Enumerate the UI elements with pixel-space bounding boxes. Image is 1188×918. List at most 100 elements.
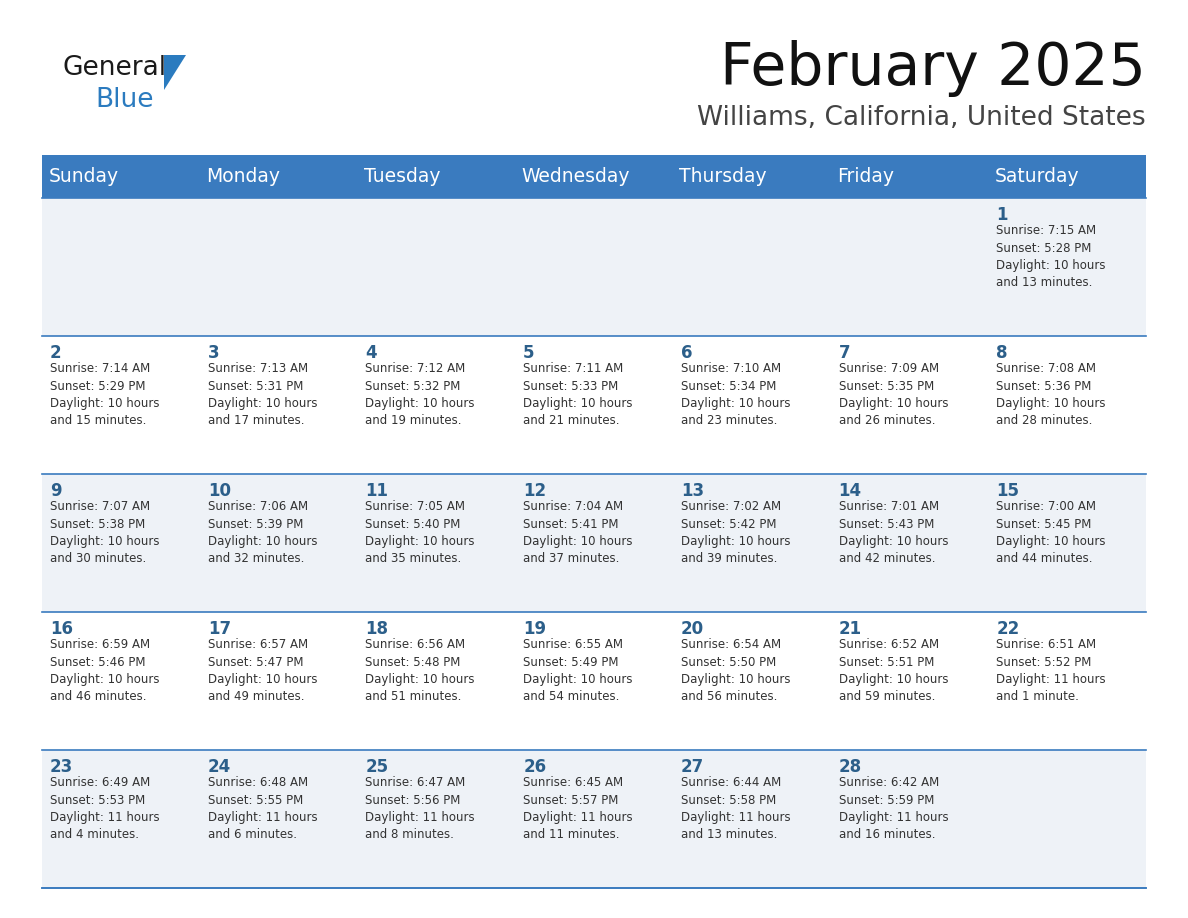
Bar [672, 474, 830, 612]
Text: Sunrise: 7:01 AM
Sunset: 5:43 PM
Daylight: 10 hours
and 42 minutes.: Sunrise: 7:01 AM Sunset: 5:43 PM Dayligh… [839, 500, 948, 565]
Text: 8: 8 [997, 344, 1007, 362]
Text: Sunrise: 6:47 AM
Sunset: 5:56 PM
Daylight: 11 hours
and 8 minutes.: Sunrise: 6:47 AM Sunset: 5:56 PM Dayligh… [366, 776, 475, 842]
Bar [516, 612, 672, 750]
Text: 12: 12 [523, 482, 546, 500]
Bar [42, 750, 200, 888]
Text: 5: 5 [523, 344, 535, 362]
Bar [988, 750, 1146, 888]
Text: 15: 15 [997, 482, 1019, 500]
Bar [830, 474, 988, 612]
Text: General: General [62, 55, 166, 81]
Text: February 2025: February 2025 [720, 40, 1146, 97]
Text: 1: 1 [997, 206, 1007, 224]
Text: Blue: Blue [95, 87, 153, 113]
Text: 7: 7 [839, 344, 851, 362]
Bar [988, 612, 1146, 750]
Bar [830, 336, 988, 474]
Text: 16: 16 [50, 620, 72, 638]
Bar [516, 198, 672, 336]
Text: Sunday: Sunday [49, 167, 119, 186]
Bar [672, 612, 830, 750]
Text: Sunrise: 7:13 AM
Sunset: 5:31 PM
Daylight: 10 hours
and 17 minutes.: Sunrise: 7:13 AM Sunset: 5:31 PM Dayligh… [208, 362, 317, 428]
Text: Sunrise: 7:08 AM
Sunset: 5:36 PM
Daylight: 10 hours
and 28 minutes.: Sunrise: 7:08 AM Sunset: 5:36 PM Dayligh… [997, 362, 1106, 428]
Text: 6: 6 [681, 344, 693, 362]
Text: Sunrise: 6:54 AM
Sunset: 5:50 PM
Daylight: 10 hours
and 56 minutes.: Sunrise: 6:54 AM Sunset: 5:50 PM Dayligh… [681, 638, 790, 703]
Text: Monday: Monday [206, 167, 280, 186]
Text: 20: 20 [681, 620, 704, 638]
Bar [42, 155, 1146, 198]
Bar [516, 336, 672, 474]
Text: 21: 21 [839, 620, 861, 638]
Text: 28: 28 [839, 758, 861, 776]
Text: Sunrise: 7:14 AM
Sunset: 5:29 PM
Daylight: 10 hours
and 15 minutes.: Sunrise: 7:14 AM Sunset: 5:29 PM Dayligh… [50, 362, 159, 428]
Text: 3: 3 [208, 344, 220, 362]
Text: 26: 26 [523, 758, 546, 776]
Text: 10: 10 [208, 482, 230, 500]
Text: Sunrise: 7:00 AM
Sunset: 5:45 PM
Daylight: 10 hours
and 44 minutes.: Sunrise: 7:00 AM Sunset: 5:45 PM Dayligh… [997, 500, 1106, 565]
Text: 23: 23 [50, 758, 74, 776]
Bar [42, 474, 200, 612]
Text: Sunrise: 6:42 AM
Sunset: 5:59 PM
Daylight: 11 hours
and 16 minutes.: Sunrise: 6:42 AM Sunset: 5:59 PM Dayligh… [839, 776, 948, 842]
Bar [200, 198, 358, 336]
Text: Tuesday: Tuesday [364, 167, 441, 186]
Text: Friday: Friday [836, 167, 893, 186]
Text: Williams, California, United States: Williams, California, United States [697, 105, 1146, 131]
Bar [672, 336, 830, 474]
Text: Sunrise: 6:48 AM
Sunset: 5:55 PM
Daylight: 11 hours
and 6 minutes.: Sunrise: 6:48 AM Sunset: 5:55 PM Dayligh… [208, 776, 317, 842]
Bar [200, 474, 358, 612]
Text: 17: 17 [208, 620, 230, 638]
Text: 4: 4 [366, 344, 377, 362]
Text: Sunrise: 7:12 AM
Sunset: 5:32 PM
Daylight: 10 hours
and 19 minutes.: Sunrise: 7:12 AM Sunset: 5:32 PM Dayligh… [366, 362, 475, 428]
Text: 13: 13 [681, 482, 704, 500]
Text: 24: 24 [208, 758, 230, 776]
Bar [200, 612, 358, 750]
Bar [988, 474, 1146, 612]
Text: Sunrise: 7:15 AM
Sunset: 5:28 PM
Daylight: 10 hours
and 13 minutes.: Sunrise: 7:15 AM Sunset: 5:28 PM Dayligh… [997, 224, 1106, 289]
Text: Sunrise: 7:07 AM
Sunset: 5:38 PM
Daylight: 10 hours
and 30 minutes.: Sunrise: 7:07 AM Sunset: 5:38 PM Dayligh… [50, 500, 159, 565]
Bar [516, 474, 672, 612]
Text: 2: 2 [50, 344, 62, 362]
Bar [42, 336, 200, 474]
Text: 9: 9 [50, 482, 62, 500]
Text: Sunrise: 6:52 AM
Sunset: 5:51 PM
Daylight: 10 hours
and 59 minutes.: Sunrise: 6:52 AM Sunset: 5:51 PM Dayligh… [839, 638, 948, 703]
Bar [200, 750, 358, 888]
Text: Sunrise: 6:45 AM
Sunset: 5:57 PM
Daylight: 11 hours
and 11 minutes.: Sunrise: 6:45 AM Sunset: 5:57 PM Dayligh… [523, 776, 633, 842]
Text: 25: 25 [366, 758, 388, 776]
Text: Sunrise: 6:56 AM
Sunset: 5:48 PM
Daylight: 10 hours
and 51 minutes.: Sunrise: 6:56 AM Sunset: 5:48 PM Dayligh… [366, 638, 475, 703]
Bar [830, 750, 988, 888]
Bar [358, 198, 516, 336]
Bar [358, 612, 516, 750]
Bar [200, 336, 358, 474]
Text: Wednesday: Wednesday [522, 167, 630, 186]
Text: 27: 27 [681, 758, 704, 776]
Text: Sunrise: 6:49 AM
Sunset: 5:53 PM
Daylight: 11 hours
and 4 minutes.: Sunrise: 6:49 AM Sunset: 5:53 PM Dayligh… [50, 776, 159, 842]
Bar [672, 198, 830, 336]
Bar [42, 198, 200, 336]
Text: 14: 14 [839, 482, 861, 500]
Text: Sunrise: 7:04 AM
Sunset: 5:41 PM
Daylight: 10 hours
and 37 minutes.: Sunrise: 7:04 AM Sunset: 5:41 PM Dayligh… [523, 500, 633, 565]
Polygon shape [164, 55, 187, 90]
Text: 11: 11 [366, 482, 388, 500]
Text: Sunrise: 7:10 AM
Sunset: 5:34 PM
Daylight: 10 hours
and 23 minutes.: Sunrise: 7:10 AM Sunset: 5:34 PM Dayligh… [681, 362, 790, 428]
Bar [672, 750, 830, 888]
Text: Sunrise: 6:55 AM
Sunset: 5:49 PM
Daylight: 10 hours
and 54 minutes.: Sunrise: 6:55 AM Sunset: 5:49 PM Dayligh… [523, 638, 633, 703]
Bar [830, 198, 988, 336]
Text: Sunrise: 6:59 AM
Sunset: 5:46 PM
Daylight: 10 hours
and 46 minutes.: Sunrise: 6:59 AM Sunset: 5:46 PM Dayligh… [50, 638, 159, 703]
Text: Sunrise: 6:51 AM
Sunset: 5:52 PM
Daylight: 11 hours
and 1 minute.: Sunrise: 6:51 AM Sunset: 5:52 PM Dayligh… [997, 638, 1106, 703]
Text: Sunrise: 6:44 AM
Sunset: 5:58 PM
Daylight: 11 hours
and 13 minutes.: Sunrise: 6:44 AM Sunset: 5:58 PM Dayligh… [681, 776, 790, 842]
Bar [830, 612, 988, 750]
Bar [988, 336, 1146, 474]
Bar [358, 336, 516, 474]
Bar [516, 750, 672, 888]
Bar [358, 750, 516, 888]
Text: Sunrise: 7:05 AM
Sunset: 5:40 PM
Daylight: 10 hours
and 35 minutes.: Sunrise: 7:05 AM Sunset: 5:40 PM Dayligh… [366, 500, 475, 565]
Text: Sunrise: 7:06 AM
Sunset: 5:39 PM
Daylight: 10 hours
and 32 minutes.: Sunrise: 7:06 AM Sunset: 5:39 PM Dayligh… [208, 500, 317, 565]
Bar [42, 612, 200, 750]
Text: Sunrise: 7:11 AM
Sunset: 5:33 PM
Daylight: 10 hours
and 21 minutes.: Sunrise: 7:11 AM Sunset: 5:33 PM Dayligh… [523, 362, 633, 428]
Text: 18: 18 [366, 620, 388, 638]
Text: Saturday: Saturday [994, 167, 1079, 186]
Bar [358, 474, 516, 612]
Bar [988, 198, 1146, 336]
Text: Sunrise: 7:09 AM
Sunset: 5:35 PM
Daylight: 10 hours
and 26 minutes.: Sunrise: 7:09 AM Sunset: 5:35 PM Dayligh… [839, 362, 948, 428]
Text: 19: 19 [523, 620, 546, 638]
